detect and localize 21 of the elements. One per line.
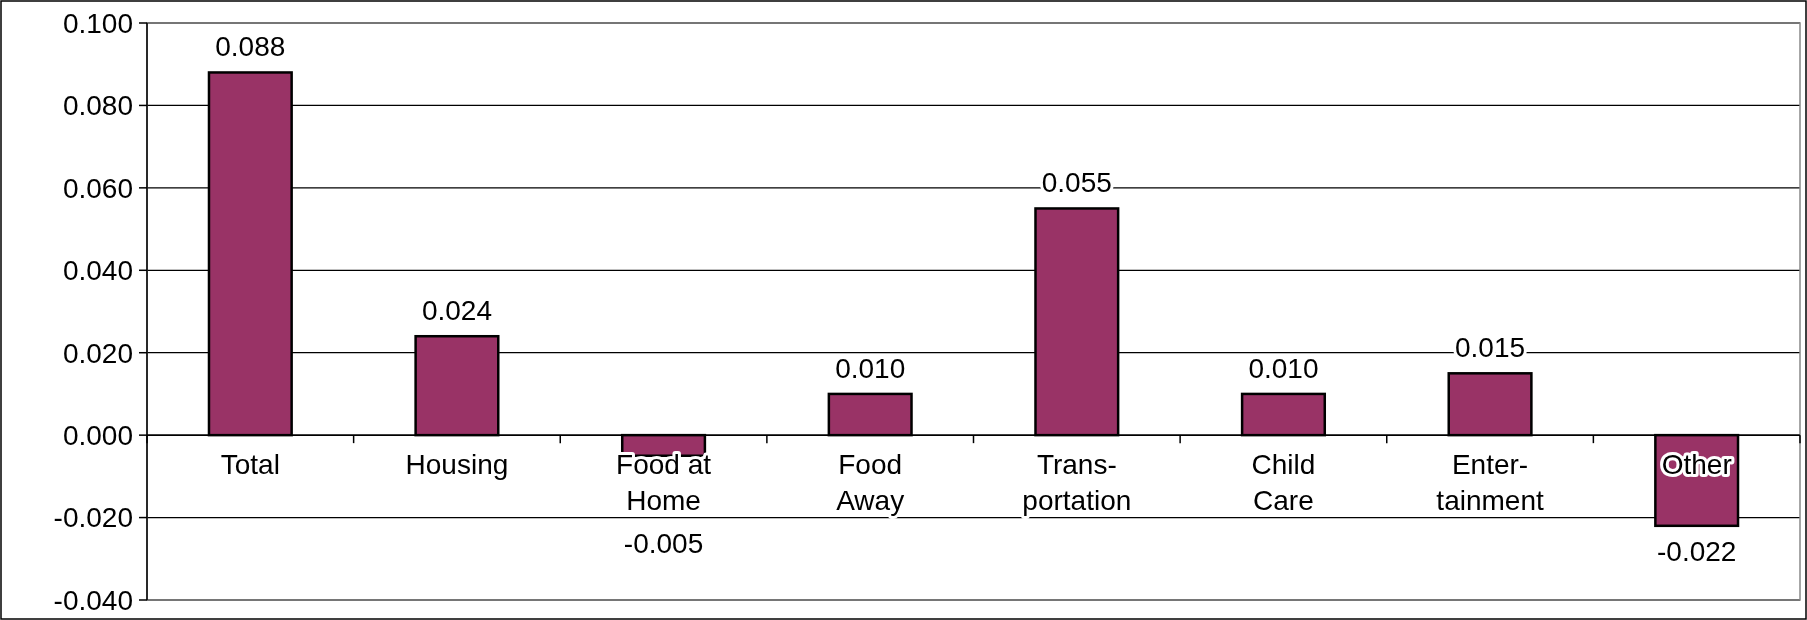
- x-tick-label: Food Away: [836, 448, 905, 516]
- y-tick-label: 0.000: [62, 419, 133, 451]
- data-label: 0.088: [215, 31, 286, 63]
- y-tick-label: 0.080: [62, 90, 133, 122]
- y-tick-label: 0.100: [62, 7, 133, 39]
- x-tick-label: Other: [1661, 448, 1732, 480]
- x-tick-label: Child Care: [1251, 448, 1316, 516]
- data-label: 0.010: [1248, 352, 1319, 384]
- y-tick-label: -0.020: [53, 502, 133, 534]
- x-tick-label: Trans-portation: [1022, 448, 1132, 516]
- data-label: -0.022: [1656, 535, 1737, 567]
- data-label: 0.024: [421, 295, 492, 327]
- data-label: 0.010: [835, 352, 906, 384]
- y-tick-label: -0.040: [53, 584, 133, 616]
- x-tick-label: Enter-tainment: [1436, 448, 1544, 516]
- y-tick-label: 0.020: [62, 337, 133, 369]
- y-tick-label: 0.060: [62, 172, 133, 204]
- data-label: -0.005: [623, 528, 704, 560]
- x-tick-label: Total: [220, 448, 280, 480]
- x-tick-label: Housing: [405, 448, 509, 480]
- y-tick-label: 0.040: [62, 255, 133, 287]
